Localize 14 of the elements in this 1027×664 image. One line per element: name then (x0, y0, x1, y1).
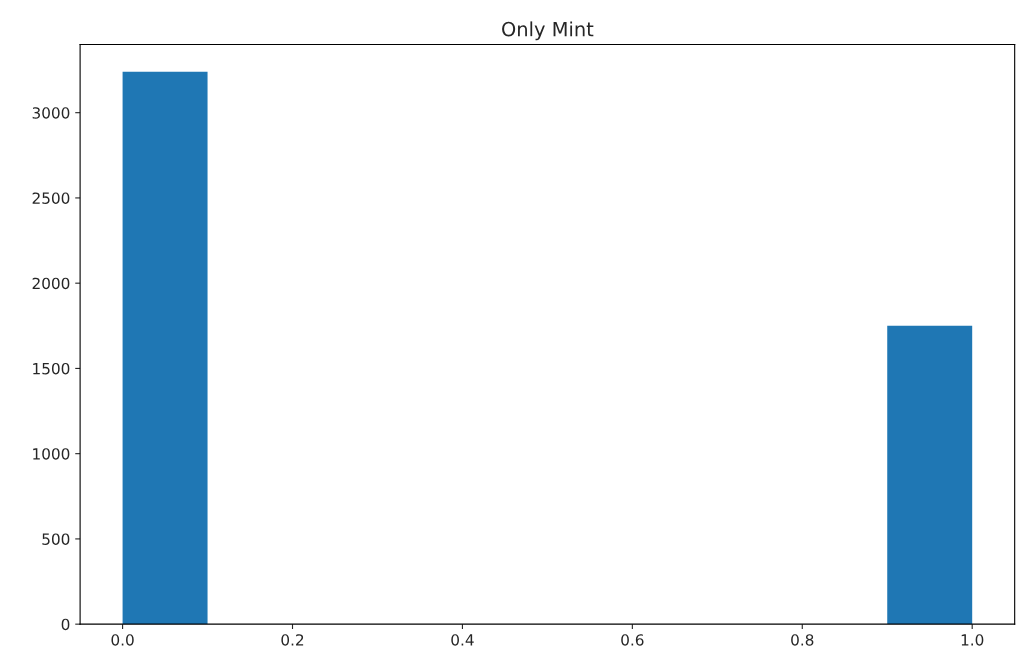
y-tick-label: 3000 (32, 107, 70, 119)
y-tick-label: 1000 (33, 448, 70, 460)
y-tick-label: 2000 (32, 277, 70, 290)
x-tick-label: 0.0 (111, 634, 134, 646)
x-tick-label: 0.6 (621, 634, 644, 646)
chart-title: Only Mint (502, 21, 594, 41)
y-tick-label: 500 (42, 533, 70, 545)
y-tick-label: 1500 (33, 362, 70, 375)
y-tick-label: 0 (61, 618, 70, 631)
x-tick-label: 0.8 (791, 634, 814, 646)
y-tick-label: 2500 (32, 192, 70, 204)
x-tick-label: 1.0 (961, 634, 984, 646)
x-tick-label: 0.2 (281, 634, 304, 646)
x-tick-label: 0.4 (451, 634, 474, 646)
